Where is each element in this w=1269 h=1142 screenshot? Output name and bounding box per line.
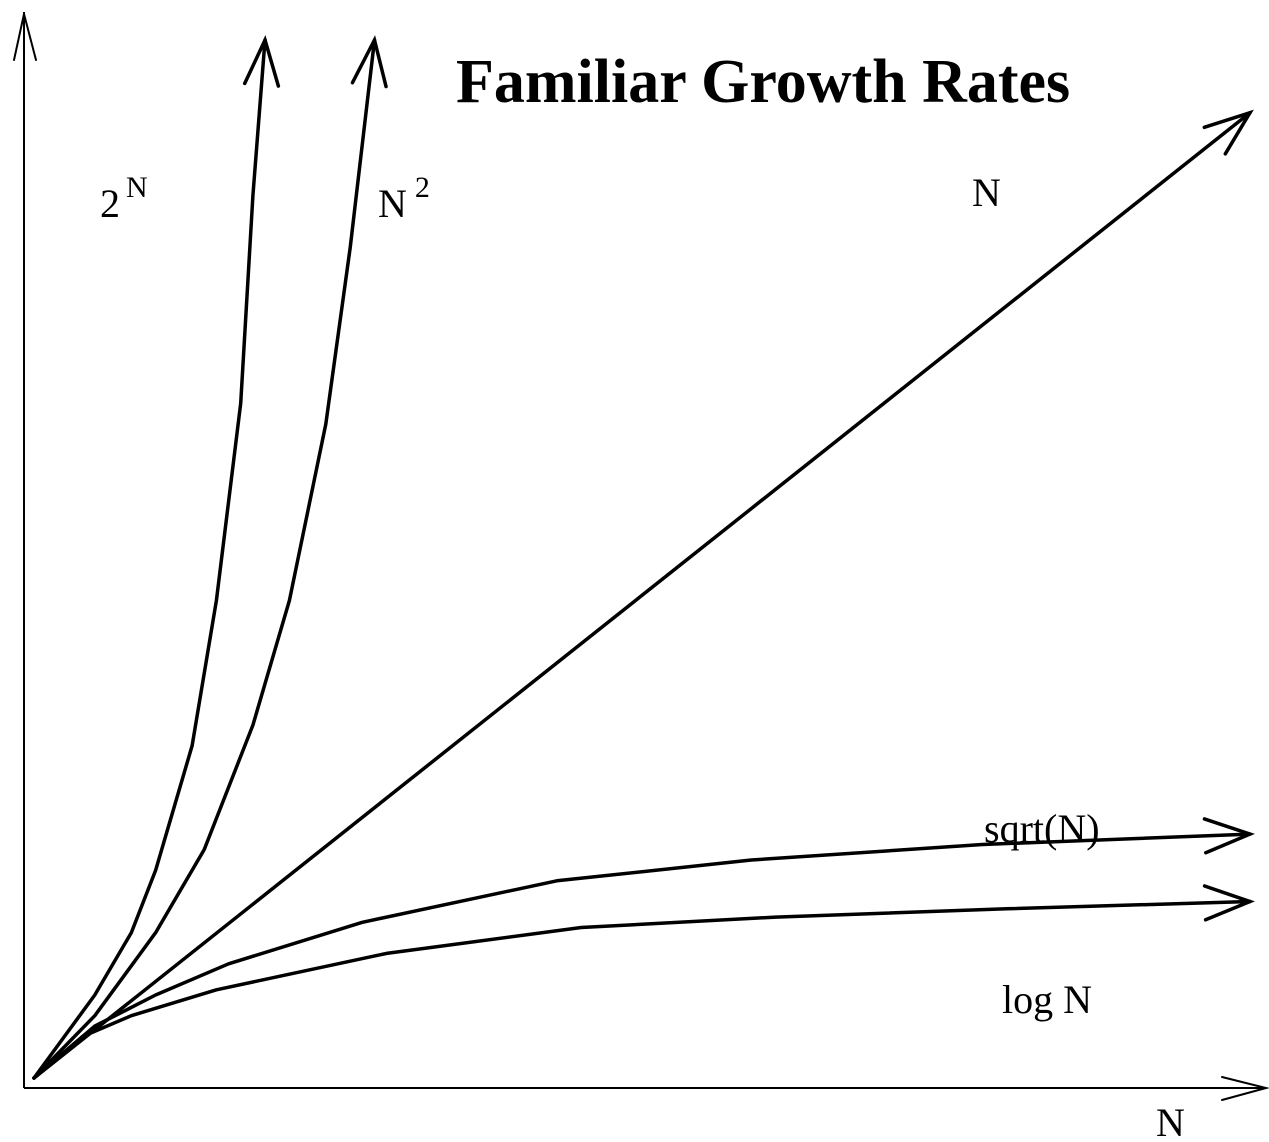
series-arrow-sqrt-icon — [1202, 817, 1255, 855]
series-label-quadratic-base: N — [378, 181, 407, 226]
series-line-quadratic — [32, 38, 377, 1080]
series-arrow-quadratic-icon — [350, 35, 388, 89]
series-group — [32, 35, 1255, 1080]
series-arrow-log-icon — [1202, 884, 1255, 922]
series-label-exponential-base: 2 — [100, 181, 120, 226]
series-label-quadratic-sup: 2 — [415, 171, 430, 204]
series-label-log: log N — [1002, 977, 1092, 1022]
series-line-sqrt — [32, 832, 1252, 1080]
series-line-linear — [32, 110, 1252, 1080]
y-axis-arrow-icon — [13, 13, 37, 61]
series-arrow-linear-icon — [1202, 109, 1254, 156]
x-axis-label: N — [1156, 1100, 1185, 1142]
series-line-exponential — [32, 38, 267, 1080]
chart-title: Familiar Growth Rates — [456, 48, 1070, 116]
series-label-exponential-sup: N — [126, 171, 148, 204]
series-label-sqrt: sqrt(N) — [984, 806, 1100, 851]
series-line-log — [32, 899, 1252, 1080]
series-label-linear: N — [972, 170, 1001, 215]
series-arrow-exponential-icon — [242, 35, 281, 88]
x-axis-arrow-icon — [1221, 1076, 1269, 1101]
